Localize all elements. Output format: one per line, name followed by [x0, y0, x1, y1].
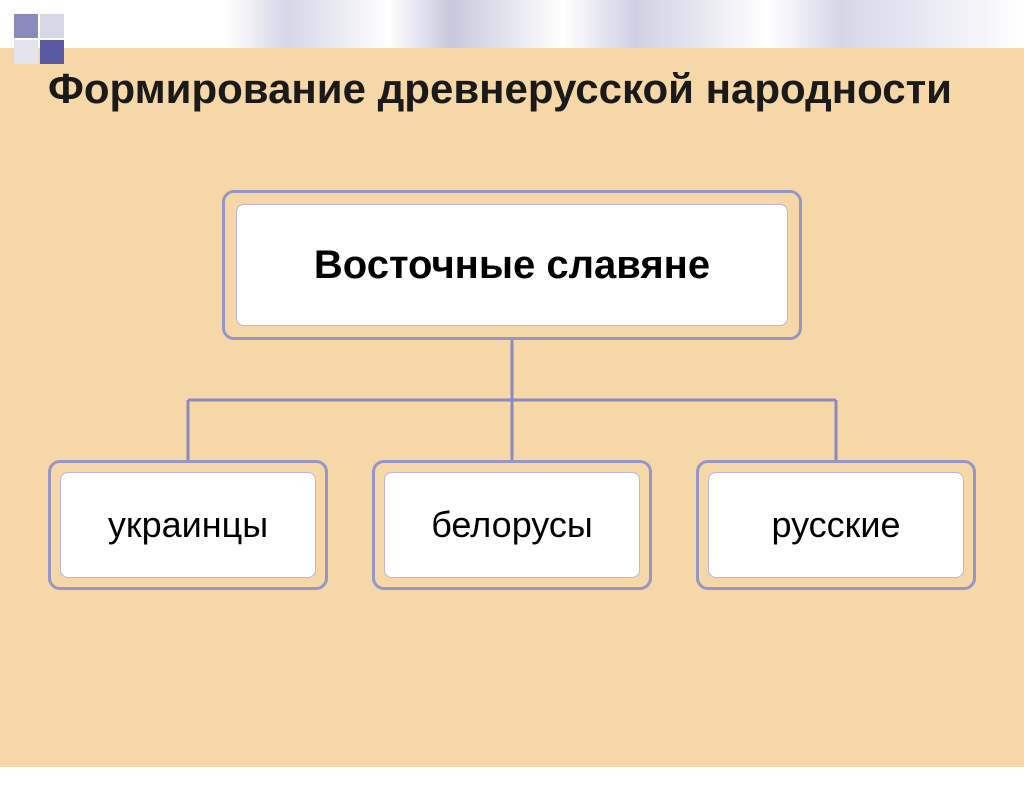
- child-label: русские: [771, 504, 900, 546]
- top-gradient-strip: [0, 0, 1024, 48]
- root-label: Восточные славяне: [314, 243, 710, 288]
- child-label: украинцы: [108, 504, 268, 546]
- child-node-1: украинцы: [60, 472, 316, 578]
- slide-title: Формирование древнерусской народности: [48, 64, 976, 114]
- hierarchy-diagram: Восточные славяне украинцы белорусы русс…: [0, 190, 1024, 727]
- child-node-2: белорусы: [384, 472, 640, 578]
- child-node-3: русские: [708, 472, 964, 578]
- child-label: белорусы: [431, 504, 593, 546]
- root-node: Восточные славяне: [236, 204, 788, 326]
